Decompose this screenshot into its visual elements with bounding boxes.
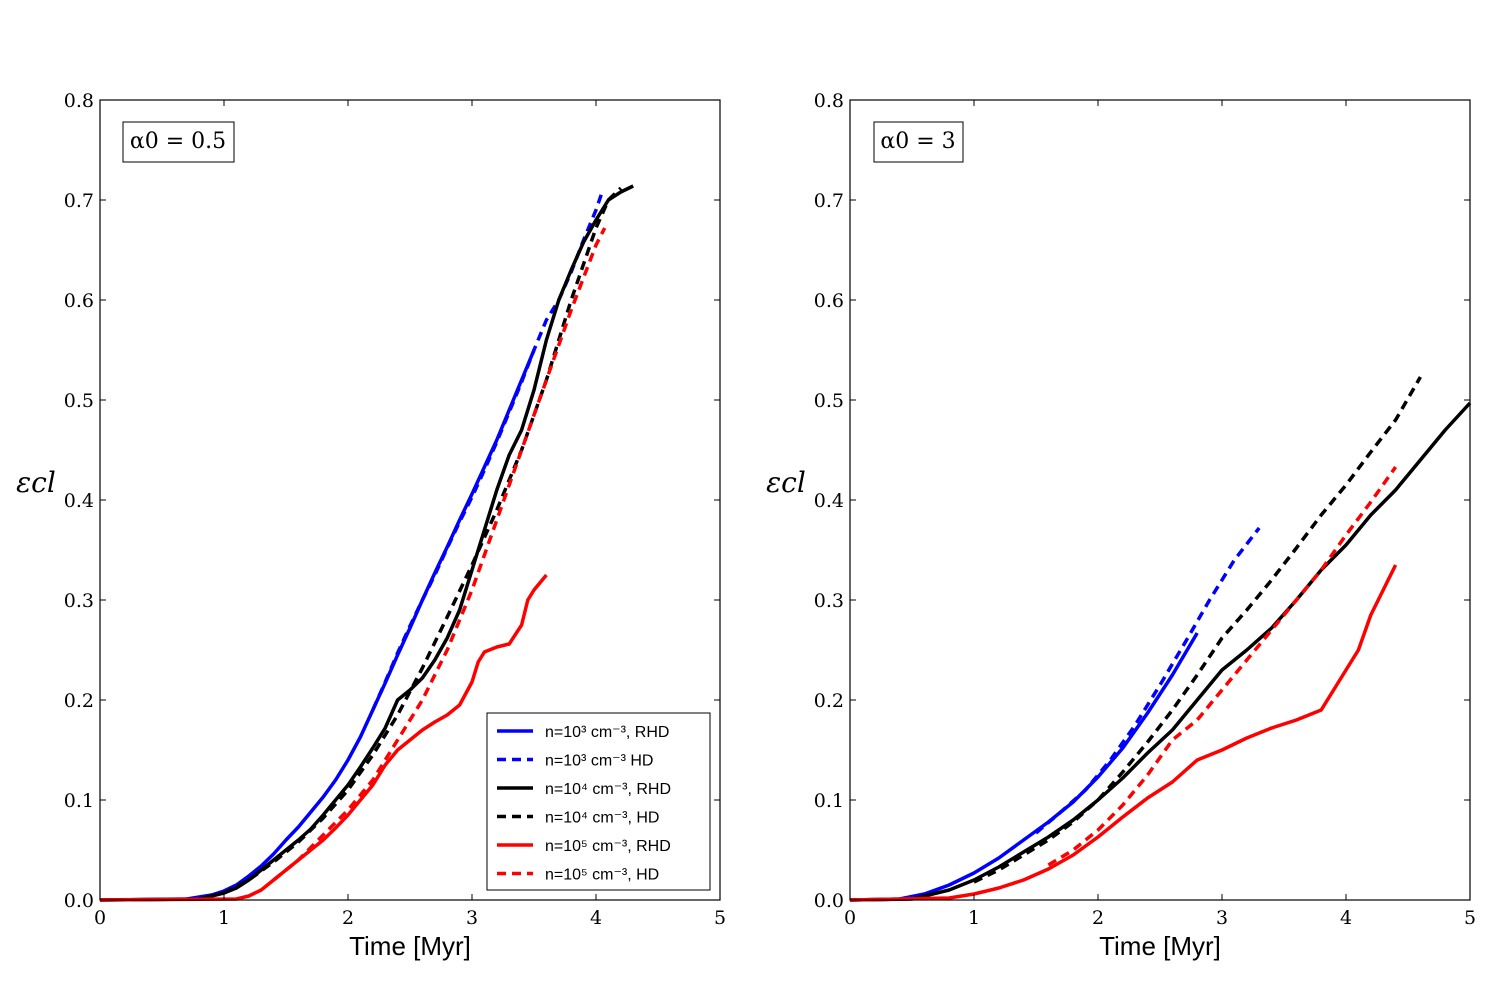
y-tick-label: 0.7 (64, 190, 94, 212)
plot-frame (849, 99, 1471, 901)
y-axis-label: εcl (766, 466, 806, 499)
y-tick-label: 0.6 (814, 290, 844, 312)
legend: n=10³ cm⁻³, RHD n=10³ cm⁻³ HD n=10⁴ cm⁻³, … (486, 712, 711, 891)
series-line-3 (973, 376, 1422, 884)
y-tick-label: 0.2 (814, 690, 844, 712)
x-axis-label: Time [Myr] (349, 931, 471, 961)
legend-label: n=10⁴ cm⁻³, HD (545, 810, 659, 827)
panel-left: 0 1 2 3 4 5 0.0 0.1 0.2 0.3 0.4 0.5 0.6 0.7 0.8 Time [… (16, 90, 726, 961)
x-tick-label: 0 (844, 907, 856, 929)
annotation-box: α0 = 3 (873, 121, 964, 163)
y-tick-label: 0.3 (814, 590, 844, 612)
annotation-alpha: α0 = 3 (880, 129, 955, 154)
x-tick-label: 3 (1216, 907, 1228, 929)
x-axis-label: Time [Myr] (1099, 931, 1221, 961)
annotation-box: α0 = 0.5 (122, 121, 235, 163)
series-line-2 (849, 401, 1472, 902)
y-tick-label: 0.5 (64, 390, 94, 412)
x-tick-label: 4 (1340, 907, 1352, 929)
series-line-2 (99, 184, 634, 902)
panel-right: 0 1 2 3 4 5 0.0 0.1 0.2 0.3 0.4 0.5 0.6 0.7 0.8 Time [… (766, 90, 1476, 961)
legend-label: n=10⁵ cm⁻³, RHD (545, 838, 671, 855)
legend-label: n=10³ cm⁻³, RHD (545, 724, 669, 741)
y-tick-label: 0.2 (64, 690, 94, 712)
y-tick-label: 0.7 (814, 190, 844, 212)
y-tick-label: 0.0 (64, 890, 94, 912)
series-line-5 (272, 227, 607, 882)
legend-label: n=10⁵ cm⁻³, HD (545, 867, 659, 884)
y-tick-label: 0.3 (64, 590, 94, 612)
series-line-4 (99, 573, 548, 902)
y-tick-label: 0.5 (814, 390, 844, 412)
y-tick-label: 0.4 (64, 490, 94, 512)
y-tick-label: 0.0 (814, 890, 844, 912)
legend-label: n=10³ cm⁻³ HD (545, 753, 653, 770)
x-tick-label: 2 (1092, 907, 1104, 929)
y-axis-label: εcl (16, 466, 56, 499)
annotation-alpha: α0 = 0.5 (130, 129, 226, 154)
x-tick-label: 1 (968, 907, 980, 929)
y-tick-label: 0.1 (814, 790, 844, 812)
series-line-1 (1034, 526, 1261, 835)
y-tick-label: 0.1 (64, 790, 94, 812)
series-line-5 (1047, 465, 1398, 867)
x-tick-label: 0 (94, 907, 106, 929)
x-tick-label: 5 (714, 907, 726, 929)
y-tick-label: 0.6 (64, 290, 94, 312)
y-tick-label: 0.8 (814, 90, 844, 112)
series-line-0 (849, 632, 1199, 902)
x-tick-label: 5 (1464, 907, 1476, 929)
series-line-3 (223, 186, 623, 895)
x-tick-label: 2 (342, 907, 354, 929)
series-line-1 (371, 191, 604, 711)
x-tick-label: 3 (466, 907, 478, 929)
y-tick-label: 0.8 (64, 90, 94, 112)
y-tick-label: 0.4 (814, 490, 844, 512)
legend-label: n=10⁴ cm⁻³, RHD (545, 781, 671, 798)
series-line-4 (849, 564, 1398, 902)
series-line-0 (99, 349, 536, 902)
x-tick-label: 1 (218, 907, 230, 929)
x-tick-label: 4 (590, 907, 602, 929)
